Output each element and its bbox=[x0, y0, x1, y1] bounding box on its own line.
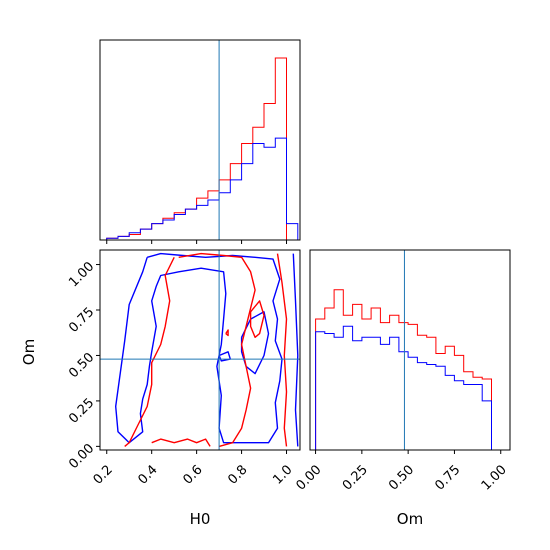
h0-hist-series-blue bbox=[106, 137, 299, 240]
y-axis-label-om: Om bbox=[20, 339, 38, 365]
h0-histogram-panel bbox=[99, 39, 301, 244]
h0-hist-series-red bbox=[106, 57, 298, 241]
x-axis-label-om: Om bbox=[397, 510, 423, 528]
om-hist-series-blue bbox=[315, 325, 510, 451]
h0-hist-frame bbox=[99, 39, 301, 241]
contour-red-4 bbox=[178, 252, 256, 448]
contour-red-6 bbox=[151, 438, 211, 447]
contour-red-9 bbox=[225, 329, 229, 337]
om-hist-frame bbox=[309, 249, 511, 451]
contour-blue-0 bbox=[115, 252, 283, 444]
contour-red-5 bbox=[124, 256, 175, 447]
contour-red-7 bbox=[276, 253, 288, 447]
contour-red-8 bbox=[249, 300, 265, 338]
contour-blue-2 bbox=[240, 311, 270, 375]
om-hist-series-red bbox=[315, 289, 510, 451]
joint-frame bbox=[99, 249, 301, 451]
contour-blue-3 bbox=[292, 253, 299, 447]
x-axis-label-h0: H0 bbox=[190, 510, 211, 528]
